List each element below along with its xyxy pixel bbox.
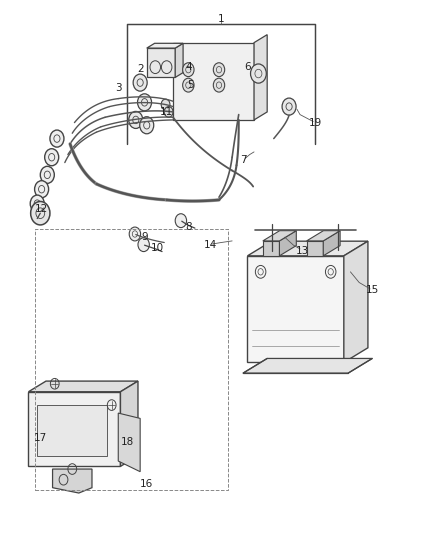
Text: 6: 6 bbox=[244, 62, 251, 71]
Polygon shape bbox=[175, 43, 183, 77]
Text: 18: 18 bbox=[120, 438, 134, 447]
Polygon shape bbox=[173, 43, 254, 120]
Circle shape bbox=[31, 201, 50, 225]
Circle shape bbox=[40, 166, 54, 183]
Circle shape bbox=[282, 98, 296, 115]
Circle shape bbox=[183, 63, 194, 77]
Text: 7: 7 bbox=[240, 155, 247, 165]
Circle shape bbox=[129, 227, 141, 241]
Polygon shape bbox=[263, 241, 279, 256]
Text: 12: 12 bbox=[35, 204, 48, 214]
Circle shape bbox=[45, 149, 59, 166]
Polygon shape bbox=[307, 231, 340, 241]
Text: 3: 3 bbox=[115, 83, 122, 93]
Polygon shape bbox=[247, 241, 368, 256]
Text: 16: 16 bbox=[140, 479, 153, 489]
Circle shape bbox=[213, 63, 225, 77]
Polygon shape bbox=[147, 48, 175, 77]
Circle shape bbox=[175, 214, 187, 228]
Circle shape bbox=[140, 117, 154, 134]
Text: 17: 17 bbox=[34, 433, 47, 443]
Polygon shape bbox=[118, 413, 140, 472]
Polygon shape bbox=[247, 256, 344, 362]
Circle shape bbox=[133, 74, 147, 91]
Circle shape bbox=[129, 111, 143, 128]
Text: 5: 5 bbox=[187, 80, 194, 90]
Polygon shape bbox=[28, 392, 120, 466]
Circle shape bbox=[213, 78, 225, 92]
Polygon shape bbox=[323, 231, 340, 256]
Circle shape bbox=[50, 130, 64, 147]
Circle shape bbox=[183, 78, 194, 92]
Text: 10: 10 bbox=[151, 243, 164, 253]
Bar bbox=[37, 405, 107, 456]
Polygon shape bbox=[344, 241, 368, 362]
Text: 2: 2 bbox=[137, 64, 144, 74]
Text: 19: 19 bbox=[309, 118, 322, 127]
Circle shape bbox=[251, 64, 266, 83]
Polygon shape bbox=[120, 381, 138, 466]
Polygon shape bbox=[147, 43, 183, 48]
Circle shape bbox=[30, 195, 44, 212]
Polygon shape bbox=[307, 241, 323, 256]
Polygon shape bbox=[28, 381, 138, 392]
Text: 15: 15 bbox=[366, 286, 379, 295]
Text: 11: 11 bbox=[160, 107, 173, 117]
Text: 14: 14 bbox=[204, 240, 217, 250]
Circle shape bbox=[138, 238, 149, 252]
Circle shape bbox=[35, 181, 49, 198]
Polygon shape bbox=[53, 469, 92, 493]
Circle shape bbox=[164, 107, 173, 117]
Text: 8: 8 bbox=[185, 222, 192, 231]
Circle shape bbox=[138, 94, 152, 111]
Text: 9: 9 bbox=[141, 232, 148, 242]
Text: 4: 4 bbox=[185, 62, 192, 71]
Polygon shape bbox=[243, 358, 372, 373]
Circle shape bbox=[161, 99, 170, 110]
Polygon shape bbox=[263, 231, 296, 241]
Polygon shape bbox=[279, 231, 296, 256]
Polygon shape bbox=[254, 35, 267, 120]
Text: 13: 13 bbox=[296, 246, 309, 255]
Text: 1: 1 bbox=[218, 14, 225, 23]
